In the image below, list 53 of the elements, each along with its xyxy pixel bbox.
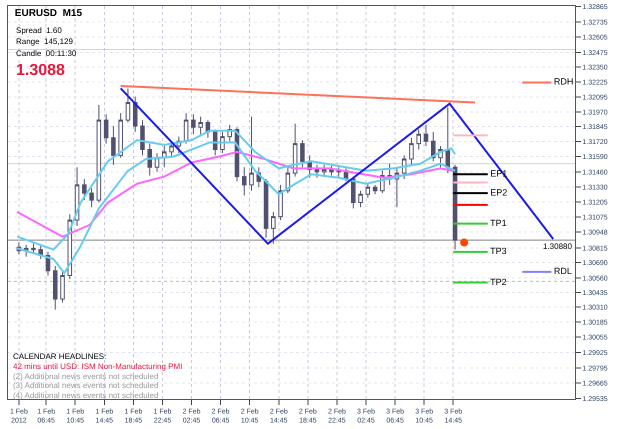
candlestick xyxy=(82,178,87,201)
candlestick xyxy=(154,152,160,172)
annotation: Range 145,129 xyxy=(16,37,74,46)
candlestick xyxy=(191,114,196,135)
candlestick xyxy=(271,211,276,244)
annotation: (2) Additional news events not scheduled xyxy=(13,372,158,381)
candlestick xyxy=(358,190,363,208)
candlestick xyxy=(96,104,102,203)
annotation: Spread 1.60 xyxy=(16,26,62,35)
series-label: TP2 xyxy=(488,276,507,287)
candlestick xyxy=(249,116,254,192)
candlestick xyxy=(184,112,188,144)
candlestick xyxy=(60,270,65,304)
candlestick xyxy=(31,243,36,254)
candlestick xyxy=(424,124,428,147)
series-label: TP1 xyxy=(488,218,507,228)
annotation: (3) Additional news events not scheduled xyxy=(13,381,158,390)
candlestick xyxy=(126,88,130,123)
candlestick xyxy=(147,143,152,176)
annotation: 1.3088 xyxy=(16,62,66,79)
line-series xyxy=(16,130,456,251)
line-series xyxy=(16,141,456,274)
candlestick xyxy=(52,266,58,310)
candlestick xyxy=(314,164,320,178)
series-label: RDH xyxy=(551,76,574,87)
line-series xyxy=(120,87,554,245)
candlestick xyxy=(446,106,450,174)
annotation: 42 mins until USD: ISM Non-Manufacturing PMI xyxy=(13,362,182,371)
candlestick xyxy=(242,166,247,196)
candlestick xyxy=(104,114,108,144)
series-label: RDL xyxy=(551,266,572,276)
candlestick xyxy=(118,112,123,158)
candlestick xyxy=(329,166,334,176)
candlestick xyxy=(372,184,378,195)
ref-line-label: 1.30880 xyxy=(543,242,572,251)
candlestick xyxy=(111,126,116,166)
candlestick xyxy=(278,184,283,221)
candlestick xyxy=(366,183,370,198)
candlestick xyxy=(264,178,268,238)
candlestick xyxy=(300,140,305,168)
annotation: Candle 00:11:30 xyxy=(16,49,77,58)
line-series xyxy=(16,150,454,238)
candlestick xyxy=(198,116,203,135)
candlestick xyxy=(140,120,145,156)
annotation: (4) Additional news events not scheduled xyxy=(13,391,158,400)
candlestick xyxy=(132,96,138,132)
series-label: EP2 xyxy=(488,187,508,198)
series-label: TP3 xyxy=(488,246,507,256)
candlestick xyxy=(89,188,94,208)
annotation: CALENDAR HEADLINES: xyxy=(13,352,106,361)
chart-title: EURUSD M15 xyxy=(14,8,82,20)
candlestick xyxy=(409,137,414,166)
candlestick xyxy=(416,129,421,150)
